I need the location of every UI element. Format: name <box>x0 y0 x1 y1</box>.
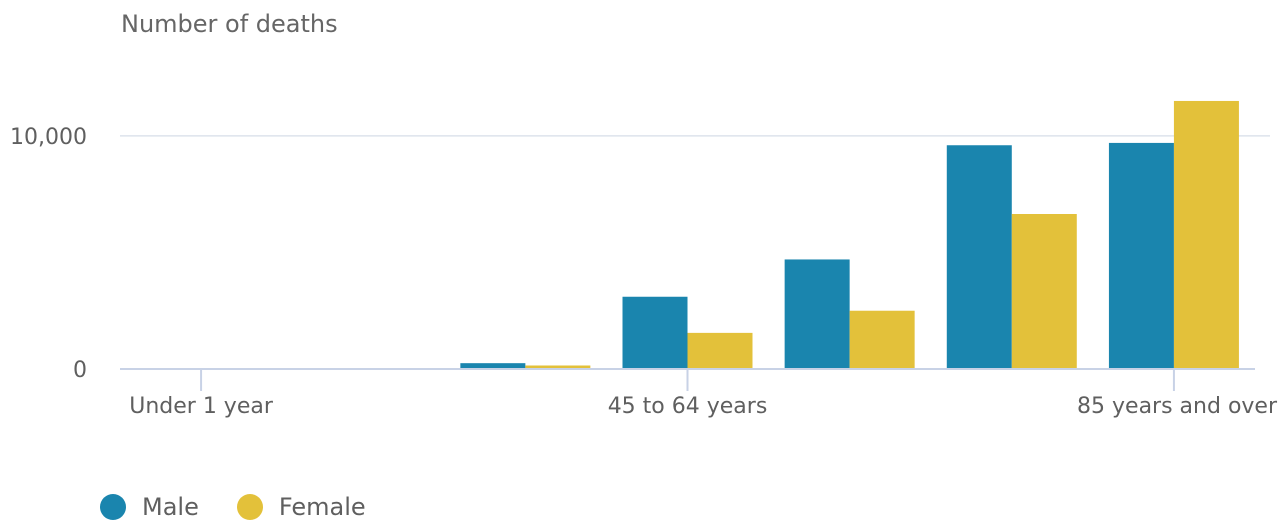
legend-item-male[interactable]: Male <box>100 494 199 520</box>
y-tick-label: 10,000 <box>10 125 87 150</box>
legend-label-male: Male <box>142 493 199 521</box>
tick-labels: 0 10,000 Under 1 year 45 to 64 years 85 year… <box>10 125 1278 419</box>
bar-male-6[interactable] <box>1108 142 1174 369</box>
bars <box>460 100 1239 369</box>
legend-label-female: Female <box>278 493 366 521</box>
y-axis-title: Number of deaths <box>121 10 338 38</box>
bar-female-5[interactable] <box>1011 214 1077 369</box>
legend-swatch-male <box>100 494 126 520</box>
legend-swatch-female <box>236 494 263 520</box>
y-tick-label: 0 <box>73 358 87 383</box>
x-tick-label: 85 years and over <box>1077 394 1278 419</box>
legend-item-female[interactable]: Female <box>236 493 366 521</box>
bar-chart: Number of deaths 0 10,000 Under 1 year 45 t… <box>10 10 1278 419</box>
bar-female-2[interactable] <box>525 365 591 369</box>
bar-female-4[interactable] <box>849 310 915 369</box>
x-tick-label: Under 1 year <box>129 394 274 419</box>
x-axis <box>120 368 1255 391</box>
bar-male-2[interactable] <box>460 363 526 369</box>
bar-female-6[interactable] <box>1173 100 1239 369</box>
legend: Male Female <box>100 494 366 520</box>
bar-female-3[interactable] <box>687 332 753 369</box>
bar-male-4[interactable] <box>784 259 850 369</box>
bar-male-5[interactable] <box>946 145 1012 369</box>
x-tick-label: 45 to 64 years <box>608 394 768 419</box>
bar-male-3[interactable] <box>622 296 688 369</box>
